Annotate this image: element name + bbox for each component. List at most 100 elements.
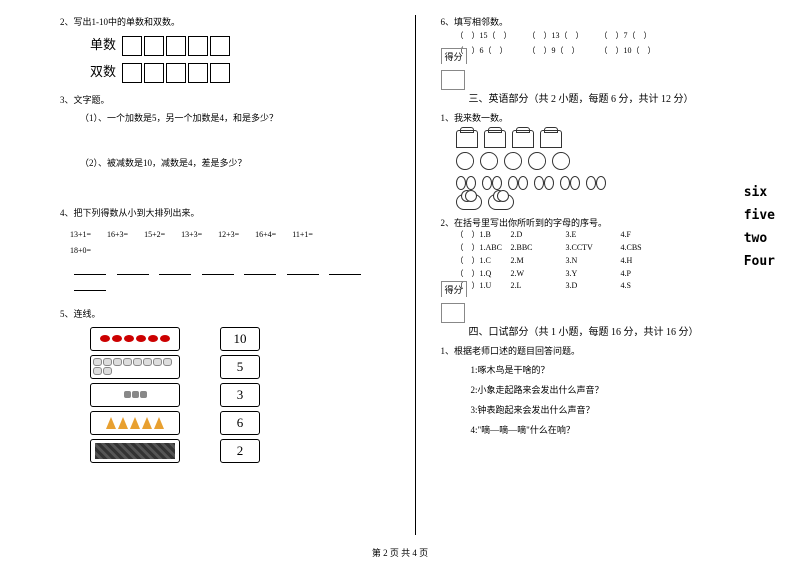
blank[interactable] [74,274,106,275]
neighbor-cell[interactable]: （ ）7（ ） [600,29,670,43]
number-column: 10 5 3 6 2 [220,327,260,463]
butterfly-icon [586,174,606,190]
image-item-sheep [90,355,180,379]
image-item-red [90,327,180,351]
section-4-header: 得分 四、口试部分（共 1 小题，每题 16 分，共计 16 分） [441,301,781,338]
english-q1-title: 1、我来数一数。 [441,111,781,124]
even-label: 双数 [90,62,116,83]
q2-title: 2、写出1-10中的单数和双数。 [60,15,400,29]
equations-list: 13+1= 16+3= 15+2= 13+3= 12+3= 16+4= 11+1… [60,227,400,259]
letters-title: 2、在括号里写出你所听到的字母的序号。 [441,216,781,229]
equation: 13+1= [70,227,91,243]
equation: 12+3= [218,227,239,243]
letter-row: （ ）1.Q2.W3.Y4.P [456,268,781,281]
number-box: 5 [220,355,260,379]
neighbor-cell[interactable]: （ ）13（ ） [528,29,598,43]
equation: 16+3= [107,227,128,243]
number-box: 2 [220,439,260,463]
equation: 18+0= [70,243,91,259]
left-column: 2、写出1-10中的单数和双数。 单数 双数 3、文字题。 （1）、一个加数是5… [60,15,416,535]
matching-area: 10 5 3 6 2 [60,327,400,463]
butterfly-icon [534,174,554,190]
right-column: 6、填写相邻数。 （ ）15（ ） （ ）13（ ） （ ）7（ ） （ ）6（… [436,15,781,535]
answer-box[interactable] [210,63,230,83]
moon-icon [456,152,474,170]
blank[interactable] [202,274,234,275]
blank[interactable] [287,274,319,275]
neighbor-cell[interactable]: （ ）9（ ） [528,44,598,58]
question-3: 3、文字题。 （1）、一个加数是5，另一个加数是4，和是多少？ （2）、被减数是… [60,93,400,196]
neighbor-cell[interactable]: （ ）15（ ） [456,29,526,43]
equation: 13+3= [181,227,202,243]
equation: 15+2= [144,227,165,243]
section-3-header: 得分 三、英语部分（共 2 小题，每题 6 分，共计 12 分） [441,68,781,105]
question-2: 2、写出1-10中的单数和双数。 单数 双数 [60,15,400,83]
cake-icon [512,130,534,148]
number-box: 6 [220,411,260,435]
answer-box[interactable] [166,63,186,83]
letter-row: （ ）1.U2.L3.D4.S [456,280,781,293]
oral-item: 1:啄木鸟是干啥的？ [471,361,781,381]
counting-images [441,130,781,210]
letters-table: （ ）1.B2.D3.E4.F （ ）1.ABC2.BBC3.CCTV4.CBS… [441,229,781,293]
blank[interactable] [329,274,361,275]
moon-icon [552,152,570,170]
cloud-icon [456,194,482,210]
word-six: six [744,185,775,200]
score-label: 得分 [441,48,467,64]
section-4-title: 四、口试部分（共 1 小题，每题 16 分，共计 16 分） [469,327,699,338]
cake-icon [484,130,506,148]
q3-sub2: （2）、被减数是10，减数是4，差是多少？ [60,156,400,170]
answer-box[interactable] [144,63,164,83]
answer-box[interactable] [210,36,230,56]
butterflies-row [456,174,781,190]
answer-box[interactable] [122,36,142,56]
butterfly-icon [482,174,502,190]
question-4: 4、把下列得数从小到大排列出来。 13+1= 16+3= 15+2= 13+3=… [60,206,400,296]
cake-icon [540,130,562,148]
even-numbers-row: 双数 [90,62,400,83]
letter-row: （ ）1.B2.D3.E4.F [456,229,781,242]
moon-icon [480,152,498,170]
english-words: six five two Four [744,185,775,277]
page-footer: 第 2 页 共 4 页 [0,546,800,559]
oral-item: 3:钟表跑起来会发出什么声音？ [471,401,781,421]
question-5: 5、连线。 [60,307,400,463]
neighbor-cell[interactable]: （ ）10（ ） [600,44,670,58]
oral-questions: 1:啄木鸟是干啥的？ 2:小象走起路来会发出什么声音？ 3:钟表跑起来会发出什么… [441,361,781,440]
neighbor-row-1: （ ）15（ ） （ ）13（ ） （ ）7（ ） [441,29,781,43]
image-column [90,327,180,463]
answer-box[interactable] [122,63,142,83]
odd-numbers-row: 单数 [90,35,400,56]
answer-box[interactable] [188,36,208,56]
image-item-dark [90,439,180,463]
letter-row: （ ）1.ABC2.BBC3.CCTV4.CBS [456,242,781,255]
answer-box[interactable] [144,36,164,56]
blank[interactable] [74,290,106,291]
butterfly-icon [508,174,528,190]
blank[interactable] [159,274,191,275]
score-box[interactable] [441,303,465,323]
number-box: 3 [220,383,260,407]
score-box[interactable] [441,70,465,90]
cloud-icon [488,194,514,210]
question-6: 6、填写相邻数。 （ ）15（ ） （ ）13（ ） （ ）7（ ） （ ）6（… [441,15,781,58]
answer-box[interactable] [166,36,186,56]
butterfly-icon [560,174,580,190]
neighbor-row-2: （ ）6（ ） （ ）9（ ） （ ）10（ ） [441,44,781,58]
cakes-row [456,130,781,148]
moon-icon [528,152,546,170]
section-3-title: 三、英语部分（共 2 小题，每题 6 分，共计 12 分） [469,94,694,105]
word-four: Four [744,254,775,269]
moons-row [456,152,781,170]
blank[interactable] [117,274,149,275]
image-item-orange [90,411,180,435]
moon-icon [504,152,522,170]
oral-item: 2:小象走起路来会发出什么声音？ [471,381,781,401]
letter-row: （ ）1.C2.M3.N4.H [456,255,781,268]
q3-sub1: （1）、一个加数是5，另一个加数是4，和是多少？ [60,111,400,125]
ordering-blanks [60,265,400,297]
answer-box[interactable] [188,63,208,83]
blank[interactable] [244,274,276,275]
clouds-row [456,194,781,210]
